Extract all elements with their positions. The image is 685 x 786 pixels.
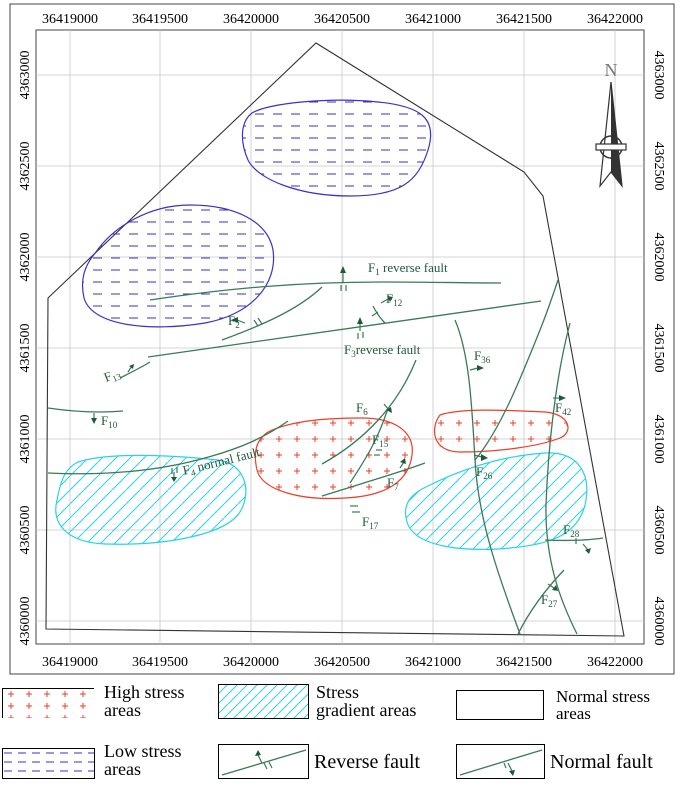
fault-f4 [47, 420, 289, 475]
fault-f6 [321, 359, 417, 465]
y-tick-label: 4362500 [651, 142, 666, 191]
fault-f15 [349, 407, 389, 484]
fault-label-f28: F28 [563, 522, 580, 539]
legend-swatch-low-stress [2, 748, 95, 779]
legend-item-low-stress: Low stress areas [0, 736, 220, 786]
fault-label-f36: F36 [474, 348, 491, 365]
x-tick-label: 36419000 [42, 655, 98, 670]
x-tick-label: 36421000 [405, 12, 461, 27]
x-tick-label: 36419500 [132, 12, 188, 27]
y-tick-label: 4361500 [18, 324, 33, 373]
legend: High stress areas Stress gradient areas No… [0, 676, 685, 786]
fault-f2 [221, 286, 323, 341]
legend-swatch-normal-stress [456, 690, 544, 720]
legend-label-high-stress: High stress areas [104, 682, 185, 720]
legend-swatch-stress-gradient [218, 684, 309, 719]
legend-swatch-high-stress [2, 688, 94, 718]
x-tick-label: 36419500 [132, 655, 188, 670]
y-tick-label: 4360500 [18, 506, 33, 555]
y-tick-label: 4362500 [18, 142, 33, 191]
fault-f1 [149, 281, 502, 301]
y-tick-label: 4362000 [18, 233, 33, 282]
fault-f7 [321, 462, 426, 497]
legend-label-normal-stress: Normal stress areas [556, 687, 650, 723]
fault-label-f2: F2 [228, 313, 240, 330]
plot-frame [35, 29, 645, 645]
fault-label-f3: F3reverse fault [344, 342, 421, 359]
x-tick-label: 36422000 [587, 12, 643, 27]
fault-label-f26: F26 [476, 464, 493, 481]
low-stress-area-west [81, 204, 275, 328]
fault-label-f13: F13 [102, 365, 124, 387]
fault-f27 [517, 569, 565, 635]
legend-label-reverse-fault: Reverse fault [314, 751, 421, 773]
fault-f10 [47, 407, 124, 413]
x-tick-label: 36420000 [223, 12, 279, 27]
fault-label-f42: F42 [555, 400, 571, 417]
fault-label-f15: F15 [372, 432, 389, 449]
fault-symbols [91, 266, 591, 591]
fault-label-f17: F17 [362, 514, 379, 531]
x-tick-labels-top: 36419000 36419500 36420000 36420500 3642… [42, 12, 643, 27]
x-tick-labels-bottom: 36419000 36419500 36420000 36420500 3642… [42, 655, 643, 670]
y-tick-label: 4360000 [651, 597, 666, 646]
y-tick-label: 4362000 [651, 233, 666, 282]
x-tick-label: 36420500 [314, 655, 370, 670]
fault-label-f10: F10 [101, 413, 118, 430]
fault-label-f6: F6 [356, 400, 368, 417]
y-tick-label: 4361000 [651, 415, 666, 464]
legend-item-normal-stress: Normal stress areas [456, 676, 685, 726]
y-tick-label: 4361000 [18, 415, 33, 464]
y-tick-labels-right: 4363000 4362500 4362000 4361500 4361000 … [651, 51, 666, 646]
x-tick-label: 36421000 [405, 655, 461, 670]
stress-gradient-area-east [405, 452, 588, 550]
legend-item-high-stress: High stress areas [0, 676, 220, 726]
stress-gradient-area-west [55, 454, 247, 545]
fault-f42 [545, 322, 578, 635]
legend-swatch-normal-fault [456, 744, 545, 779]
study-area-boundary [45, 42, 625, 637]
legend-item-normal-fault: Normal fault [456, 736, 685, 786]
y-tick-label: 4363000 [651, 51, 666, 100]
fault-f26 [454, 319, 521, 635]
legend-label-low-stress: Low stress areas [104, 741, 182, 779]
legend-label-stress-gradient: Stress gradient areas [316, 682, 417, 720]
y-tick-label: 4360500 [651, 506, 666, 555]
x-tick-label: 36421500 [496, 655, 552, 670]
x-tick-label: 36420500 [314, 12, 370, 27]
high-stress-area-east [433, 409, 569, 453]
legend-item-reverse-fault: Reverse fault [218, 736, 458, 786]
y-tick-labels-left: 4363000 4362500 4362000 4361500 4361000 … [18, 51, 33, 646]
y-tick-label: 4360000 [18, 597, 33, 646]
fault-label-f27: F27 [541, 592, 558, 609]
fault-label-f1: F1 reverse fault [368, 260, 448, 277]
fault-label-f7: F7 [387, 475, 399, 492]
fault-f13 [119, 361, 151, 379]
x-tick-label: 36421500 [496, 12, 552, 27]
fault-label-f12: F12 [386, 291, 402, 308]
fault-f36 [474, 279, 559, 461]
x-tick-label: 36420000 [223, 655, 279, 670]
low-stress-area-north [241, 99, 432, 197]
fault-f28 [544, 537, 604, 542]
fault-f12 [372, 305, 386, 324]
legend-item-stress-gradient: Stress gradient areas [218, 676, 458, 726]
north-label: N [605, 60, 618, 80]
faults [47, 279, 604, 635]
north-arrow-icon: N [595, 60, 627, 189]
y-tick-label: 4361500 [651, 324, 666, 373]
y-tick-label: 4363000 [18, 51, 33, 100]
geologic-stress-map: 36419000 36419500 36420000 36420500 3642… [9, 3, 675, 675]
outer-frame [9, 3, 675, 675]
fault-f3 [147, 300, 542, 358]
legend-swatch-reverse-fault [218, 744, 309, 779]
legend-label-normal-fault: Normal fault [550, 751, 653, 773]
x-tick-label: 36419000 [42, 12, 98, 27]
high-stress-area-central [254, 417, 413, 500]
x-tick-label: 36422000 [587, 655, 643, 670]
